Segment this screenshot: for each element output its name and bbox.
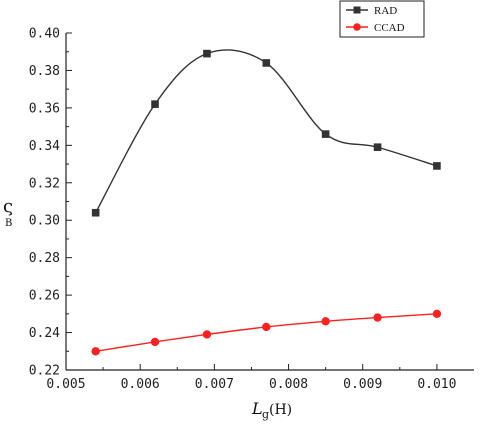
data-point-rad xyxy=(321,130,330,138)
data-point-ccad xyxy=(150,337,160,347)
x-tick-label: 0.010 xyxy=(417,377,456,392)
series-line-rad xyxy=(95,49,438,214)
x-tick-label: 0.007 xyxy=(195,377,234,392)
y-tick-label: 0.22 xyxy=(29,364,60,379)
x-tick-label: 0.009 xyxy=(343,377,382,392)
x-tick-label: 0.005 xyxy=(46,377,85,392)
y-tick-label: 0.30 xyxy=(29,214,60,229)
y-tick-label: 0.34 xyxy=(29,139,60,154)
series-line-ccad xyxy=(95,313,437,352)
y-tick-label: 0.36 xyxy=(29,101,60,116)
x-tick-label: 0.008 xyxy=(269,377,308,392)
data-point-rad xyxy=(203,49,211,58)
x-axis-title: L g (H) xyxy=(251,399,292,421)
y-tick-label: 0.28 xyxy=(29,251,60,266)
data-point-rad xyxy=(433,162,441,170)
y-tick-label: 0.40 xyxy=(29,27,60,42)
x-tick-label: 0.006 xyxy=(121,377,160,392)
y-axis-title: ς B xyxy=(3,196,13,229)
data-point-ccad xyxy=(432,309,442,319)
data-point-rad xyxy=(262,59,271,67)
data-point-rad xyxy=(91,208,100,217)
legend-marker-ccad xyxy=(353,23,361,31)
data-point-rad xyxy=(373,143,382,152)
legend-label-ccad: CCAD xyxy=(374,22,405,34)
data-point-ccad xyxy=(321,317,330,326)
tick-labels: 0.005 0.006 0.007 0.008 0.009 0.010 0.22 0.24 0.… xyxy=(29,27,457,393)
y-tick-label: 0.32 xyxy=(29,176,60,191)
series-curves xyxy=(95,49,438,352)
x-axis-title-sub: g xyxy=(262,408,269,421)
legend-marker-rad xyxy=(353,6,361,14)
data-point-rad xyxy=(151,100,159,108)
data-point-ccad xyxy=(202,330,212,339)
legend-label-rad: RAD xyxy=(374,5,397,17)
y-tick-label: 0.26 xyxy=(29,289,60,304)
axes xyxy=(65,32,474,371)
x-axis-title-main: L xyxy=(251,399,263,418)
legend: RAD CCAD xyxy=(339,0,425,38)
y-axis-title-sub: B xyxy=(5,218,12,229)
series-markers xyxy=(91,49,442,356)
y-tick-label: 0.24 xyxy=(29,326,60,341)
y-tick-label: 0.38 xyxy=(29,64,60,79)
data-point-ccad xyxy=(262,322,271,332)
data-point-ccad xyxy=(91,347,100,356)
x-axis-title-unit: (H) xyxy=(269,402,292,418)
y-axis-title-main: ς xyxy=(3,196,13,217)
data-point-ccad xyxy=(373,313,382,322)
